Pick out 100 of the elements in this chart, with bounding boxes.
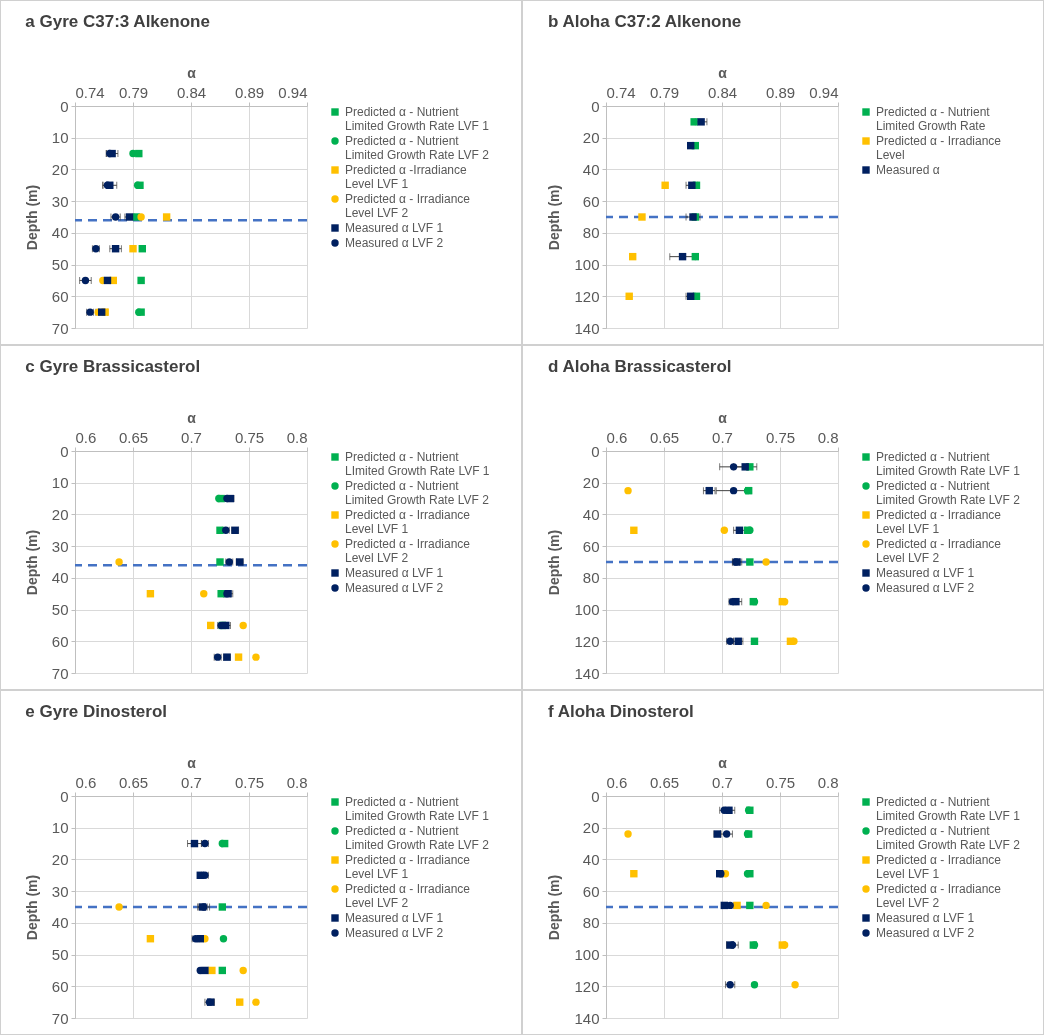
y-tick-label: 10 bbox=[51, 129, 69, 147]
y-axis-title: Depth (m) bbox=[23, 874, 40, 941]
y-axis-title: Depth (m) bbox=[546, 184, 563, 251]
legend-label: Predicted α - Nutrient Limited Growth Rate LVF 2 bbox=[876, 824, 1021, 852]
x-tick-label: 0.65 bbox=[649, 773, 680, 791]
y-tick-label: 10 bbox=[51, 819, 69, 837]
chart-title: e Gyre Dinosterol bbox=[25, 702, 168, 721]
x-tick-label: 0.65 bbox=[118, 773, 149, 791]
legend-label: Measured α LVF 2 bbox=[876, 926, 975, 940]
x-axis-title: α bbox=[718, 754, 728, 771]
y-tick-label: 0 bbox=[60, 787, 69, 805]
chart-title: d Aloha Brassicasterol bbox=[547, 357, 732, 376]
y-tick-label: 60 bbox=[51, 632, 69, 650]
x-tick-label: 0.65 bbox=[649, 428, 680, 446]
y-tick-label: 120 bbox=[574, 977, 600, 995]
x-tick-label: 0.74 bbox=[606, 83, 636, 101]
y-tick-label: 60 bbox=[51, 287, 69, 305]
x-tick-label: 0.7 bbox=[181, 428, 202, 446]
y-tick-label: 100 bbox=[574, 601, 600, 619]
y-tick-label: 40 bbox=[582, 505, 600, 523]
x-tick-label: 0.8 bbox=[286, 773, 308, 791]
y-tick-label: 20 bbox=[51, 160, 69, 178]
legend-label: Predicted α - Nutrient Limited Growth Rate LVF 2 bbox=[345, 134, 490, 162]
legend-label: Predicted α - Nutrient Limited Growth Rate LVF 1 bbox=[876, 450, 1021, 478]
y-tick-label: 140 bbox=[574, 1009, 600, 1027]
y-tick-label: 40 bbox=[51, 914, 69, 932]
legend-label: Measured α LVF 2 bbox=[876, 581, 975, 595]
y-tick-label: 20 bbox=[582, 474, 600, 492]
x-tick-label: 0.6 bbox=[75, 428, 97, 446]
y-tick-label: 0 bbox=[591, 787, 600, 805]
legend-label: Predicted α - Irradiance Level LVF 2 bbox=[345, 192, 471, 220]
y-tick-label: 100 bbox=[574, 946, 600, 964]
y-tick-label: 30 bbox=[51, 537, 69, 555]
y-tick-label: 140 bbox=[574, 664, 600, 682]
legend-label: Predicted α - Nutrient Limited Growth Rate LVF 1 bbox=[345, 105, 490, 133]
x-tick-label: 0.75 bbox=[234, 773, 265, 791]
y-tick-label: 60 bbox=[582, 192, 600, 210]
x-axis-title: α bbox=[187, 64, 197, 81]
legend-label: Predicted α - Irradiance Level LVF 1 bbox=[876, 853, 1002, 881]
y-tick-label: 70 bbox=[51, 664, 69, 682]
legend-label: Predicted α -Irradiance Level LVF 1 bbox=[345, 163, 467, 191]
legend-label: Predicted α - Nutrient LImited Growth Rate LVF 1 bbox=[345, 450, 490, 478]
x-tick-label: 0.89 bbox=[765, 83, 796, 101]
legend-label: Predicted α - Irradiance Level LVF 2 bbox=[876, 537, 1002, 565]
legend-label: Measured α LVF 1 bbox=[876, 911, 975, 925]
x-tick-label: 0.7 bbox=[181, 773, 202, 791]
chart-title: b Aloha C37:2 Alkenone bbox=[547, 12, 742, 31]
legend-label: Predicted α - Nutrient Limited Growth Rate LVF 2 bbox=[345, 479, 490, 507]
legend-label: Measured α LVF 1 bbox=[345, 566, 444, 580]
y-tick-label: 20 bbox=[51, 850, 69, 868]
legend-label: Predicted α - Nutrient Limited Growth Rate LVF 1 bbox=[876, 795, 1021, 823]
legend-label: Measured α LVF 1 bbox=[876, 566, 975, 580]
legend-label: Measured α LVF 2 bbox=[345, 236, 444, 250]
y-axis-title: Depth (m) bbox=[546, 529, 563, 596]
x-tick-label: 0.74 bbox=[75, 83, 105, 101]
legend-label: Predicted α - Irradiance Level LVF 2 bbox=[876, 882, 1002, 910]
y-tick-label: 0 bbox=[60, 442, 69, 460]
y-tick-label: 0 bbox=[591, 97, 600, 115]
y-axis-title: Depth (m) bbox=[546, 874, 563, 941]
x-tick-label: 0.7 bbox=[712, 428, 733, 446]
x-tick-label: 0.6 bbox=[75, 773, 97, 791]
x-axis-title: α bbox=[187, 754, 197, 771]
x-tick-label: 0.8 bbox=[286, 428, 308, 446]
x-tick-label: 0.94 bbox=[809, 83, 839, 101]
x-tick-label: 0.75 bbox=[765, 428, 796, 446]
y-tick-label: 40 bbox=[51, 569, 69, 587]
legend-label: Predicted α - Irradiance Level LVF 1 bbox=[345, 508, 471, 536]
x-axis-title: α bbox=[718, 64, 728, 81]
legend-label: Measured α bbox=[876, 163, 940, 177]
legend-label: Predicted α - Nutrient Limited Growth Rate bbox=[876, 105, 991, 133]
legend-label: Measured α LVF 1 bbox=[345, 221, 444, 235]
legend-label: Predicted α - Nutrient Limited Growth Rate LVF 2 bbox=[876, 479, 1021, 507]
x-tick-label: 0.94 bbox=[278, 83, 308, 101]
y-tick-label: 50 bbox=[51, 946, 69, 964]
y-tick-label: 20 bbox=[582, 819, 600, 837]
x-axis-title: α bbox=[187, 409, 197, 426]
legend-label: Predicted α - Irradiance Level LVF 1 bbox=[345, 853, 471, 881]
y-tick-label: 0 bbox=[591, 442, 600, 460]
y-tick-label: 30 bbox=[51, 882, 69, 900]
y-tick-label: 50 bbox=[51, 601, 69, 619]
x-tick-label: 0.8 bbox=[817, 428, 839, 446]
x-tick-label: 0.79 bbox=[118, 83, 149, 101]
y-tick-label: 40 bbox=[582, 160, 600, 178]
legend-label: Predicted α - Nutrient Limited Growth Rate LVF 1 bbox=[345, 795, 490, 823]
y-tick-label: 70 bbox=[51, 319, 69, 337]
chart-title: c Gyre Brassicasterol bbox=[25, 357, 201, 376]
y-tick-label: 120 bbox=[574, 632, 600, 650]
x-axis-title: α bbox=[718, 409, 728, 426]
y-tick-label: 20 bbox=[51, 505, 69, 523]
y-tick-label: 40 bbox=[582, 850, 600, 868]
legend-label: Measured α LVF 2 bbox=[345, 581, 444, 595]
y-axis-title: Depth (m) bbox=[23, 529, 40, 596]
y-tick-label: 60 bbox=[582, 537, 600, 555]
legend-label: Predicted α - Irradiance Level LVF 2 bbox=[345, 882, 471, 910]
legend-label: Measured α LVF 2 bbox=[345, 926, 444, 940]
x-tick-label: 0.65 bbox=[118, 428, 149, 446]
y-tick-label: 20 bbox=[582, 129, 600, 147]
y-tick-label: 140 bbox=[574, 319, 600, 337]
legend-label: Predicted α - Nutrient Limited Growth Rate LVF 2 bbox=[345, 824, 490, 852]
y-tick-label: 120 bbox=[574, 287, 600, 305]
